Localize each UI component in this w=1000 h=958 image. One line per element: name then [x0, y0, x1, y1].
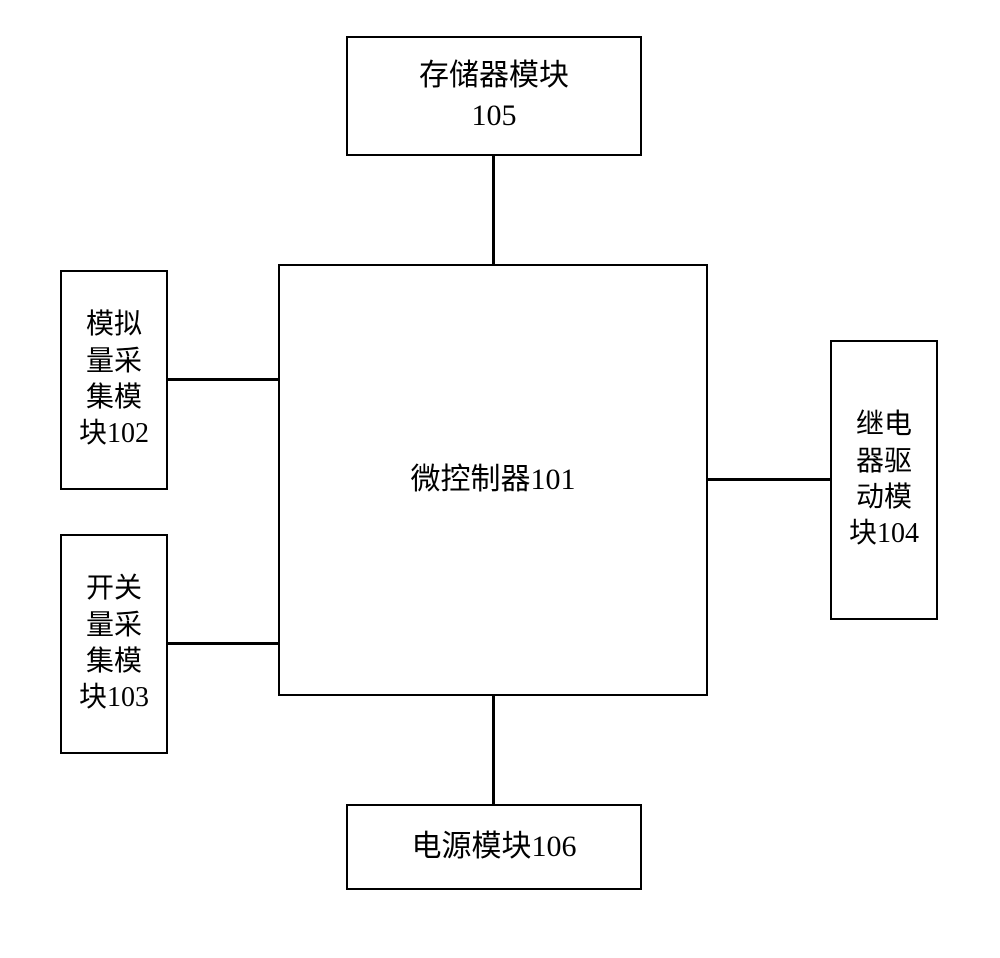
node-microcontroller-label: 微控制器101 — [411, 460, 576, 501]
node-relay-driver-label: 继电器驱动模块104 — [849, 407, 919, 553]
edge-right-center — [708, 478, 830, 481]
node-power-module: 电源模块106 — [346, 804, 642, 890]
node-microcontroller: 微控制器101 — [278, 264, 708, 696]
node-switch-acquisition: 开关量采集模块103 — [60, 534, 168, 754]
edge-left2-center — [168, 642, 278, 645]
edge-top-center — [492, 156, 495, 264]
node-analog-acquisition: 模拟量采集模块102 — [60, 270, 168, 490]
node-relay-driver: 继电器驱动模块104 — [830, 340, 938, 620]
node-memory-module-label: 存储器模块 105 — [419, 56, 569, 137]
node-memory-module-label-line2: 105 — [419, 96, 569, 137]
node-memory-module: 存储器模块 105 — [346, 36, 642, 156]
edge-bottom-center — [492, 696, 495, 804]
node-memory-module-label-line1: 存储器模块 — [419, 56, 569, 97]
node-switch-acquisition-label: 开关量采集模块103 — [79, 571, 149, 717]
node-power-module-label: 电源模块106 — [412, 827, 577, 868]
edge-left1-center — [168, 378, 278, 381]
node-analog-acquisition-label: 模拟量采集模块102 — [79, 307, 149, 453]
